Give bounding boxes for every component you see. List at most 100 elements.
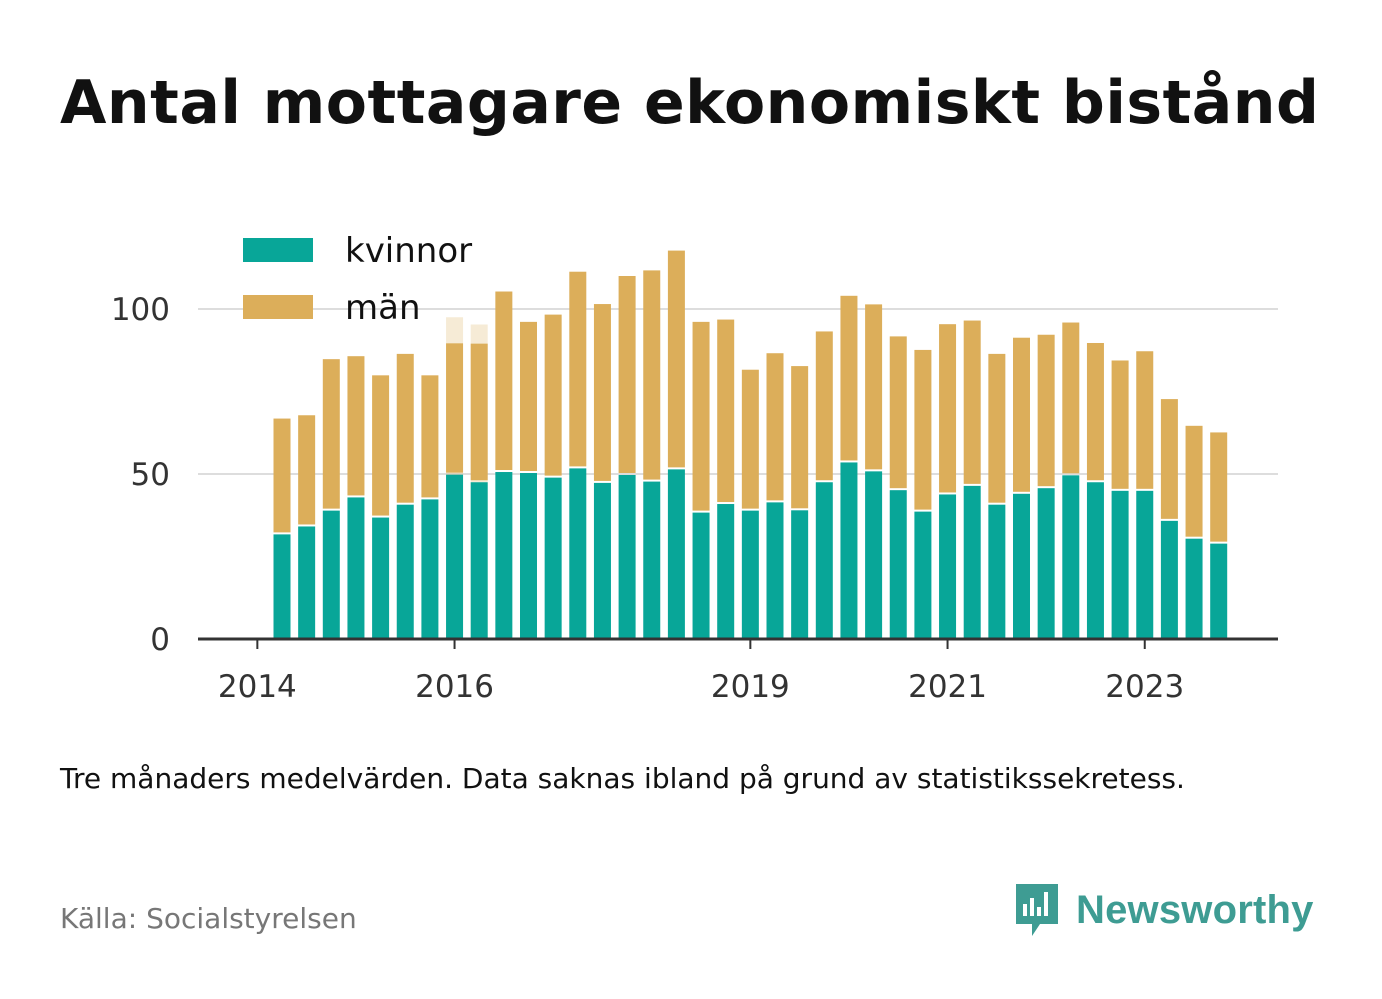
bar-kvinnor: [298, 526, 316, 639]
bar-kvinnor: [840, 462, 858, 639]
bar-kvinnor: [322, 510, 340, 639]
bar-man: [692, 321, 710, 511]
bar-man: [396, 353, 414, 503]
page-title: Antal mottagare ekonomiskt bistånd: [60, 68, 1320, 138]
x-tick-label: 2023: [1105, 669, 1184, 705]
bar-man: [470, 343, 488, 481]
bar-kvinnor: [914, 511, 932, 639]
bar-kvinnor: [1062, 475, 1080, 639]
bar-kvinnor: [1160, 520, 1178, 639]
bar-kvinnor: [470, 482, 488, 639]
bar-kvinnor: [766, 502, 784, 639]
bar-man: [446, 343, 464, 473]
bar-man: [1086, 342, 1104, 481]
bar-kvinnor: [569, 468, 587, 639]
bar-man: [815, 331, 833, 481]
bar-man: [643, 270, 661, 480]
y-tick-label: 0: [150, 622, 170, 658]
bar-kvinnor: [1210, 543, 1228, 639]
bar-man: [569, 271, 587, 467]
bar-kvinnor: [1086, 482, 1104, 639]
bar-kvinnor: [717, 504, 735, 639]
bar-kvinnor: [347, 497, 365, 639]
bar-kvinnor: [1013, 493, 1030, 639]
legend-swatch-kvinnor: [243, 238, 313, 262]
brand-logo[interactable]: Newsworthy: [1012, 880, 1314, 940]
bar-kvinnor: [889, 490, 907, 639]
bar-kvinnor: [421, 499, 439, 639]
bar-man: [1037, 334, 1055, 487]
bar-man: [791, 366, 809, 509]
bar-kvinnor: [495, 472, 513, 639]
bar-kvinnor: [446, 474, 464, 639]
source-credit: Källa: Socialstyrelsen: [60, 902, 357, 935]
bar-kvinnor: [815, 482, 833, 639]
axes: 0 50 100 2014 2016 2019 2021 2023: [111, 292, 1278, 705]
bar-kvinnor: [618, 474, 636, 639]
bar-kvinnor: [544, 477, 562, 639]
bar-kvinnor: [593, 482, 611, 639]
bar-kvinnor: [372, 517, 390, 639]
bar-man: [914, 349, 932, 510]
bar-man: [741, 369, 759, 509]
legend-label-man: män: [345, 288, 421, 328]
bar-man: [495, 291, 513, 471]
bar-man: [421, 375, 439, 498]
bar-kvinnor: [1037, 488, 1055, 639]
bar-man: [766, 353, 784, 501]
bar-man: [593, 304, 611, 481]
bar-man: [889, 336, 907, 489]
x-tick-label: 2019: [711, 669, 790, 705]
bar-kvinnor: [939, 494, 957, 639]
bar-kvinnor: [741, 510, 759, 639]
bar-man: [963, 320, 981, 484]
x-tick-label: 2021: [908, 669, 987, 705]
bar-man: [618, 276, 636, 473]
x-tick-label: 2014: [218, 669, 297, 705]
bar-man: [865, 304, 883, 470]
x-tick-label: 2016: [415, 669, 494, 705]
brand-name: Newsworthy: [1076, 887, 1314, 932]
bar-man: [1136, 351, 1154, 489]
chart-note: Tre månaders medelvärden. Data saknas ib…: [60, 762, 1185, 795]
bar-man: [1062, 322, 1080, 474]
bar-kvinnor: [667, 469, 685, 639]
bar-man: [298, 415, 316, 525]
bar-man: [840, 295, 858, 461]
bar-man: [717, 319, 735, 503]
bar-kvinnor: [643, 481, 661, 639]
bars: [273, 250, 1228, 639]
y-tick-label: 100: [111, 292, 170, 328]
bar-man: [273, 418, 291, 533]
bar-kvinnor: [692, 512, 710, 639]
bar-kvinnor: [865, 471, 883, 639]
bar-kvinnor: [1185, 538, 1203, 639]
y-tick-label: 50: [131, 457, 170, 493]
bar-kvinnor: [963, 485, 981, 639]
bar-kvinnor: [1136, 490, 1154, 639]
bar-man: [1210, 432, 1228, 542]
bar-man: [544, 314, 562, 476]
bar-kvinnor: [1111, 490, 1129, 639]
bar-man: [347, 356, 365, 496]
bar-chart: 0 50 100 2014 2016 2019 2021 2023 kvinnor män: [111, 231, 1278, 705]
legend-swatch-man: [243, 295, 313, 319]
legend: kvinnor män: [243, 231, 472, 328]
bar-man: [1185, 425, 1203, 537]
bar-kvinnor: [791, 510, 809, 639]
bar-man: [1013, 337, 1030, 492]
bar-kvinnor: [988, 504, 1006, 639]
bar-man: [372, 375, 390, 516]
bar-kvinnor: [273, 534, 291, 639]
bar-man: [1111, 360, 1129, 489]
bar-man: [939, 324, 957, 493]
bar-man: [1160, 399, 1178, 519]
bar-man: [667, 250, 685, 468]
bar-man: [322, 359, 340, 509]
newsworthy-logo-icon: [1016, 884, 1058, 936]
bar-man: [520, 321, 537, 472]
legend-label-kvinnor: kvinnor: [345, 231, 472, 271]
bar-kvinnor: [396, 504, 414, 639]
bar-man: [988, 353, 1006, 503]
bar-kvinnor: [520, 473, 537, 639]
